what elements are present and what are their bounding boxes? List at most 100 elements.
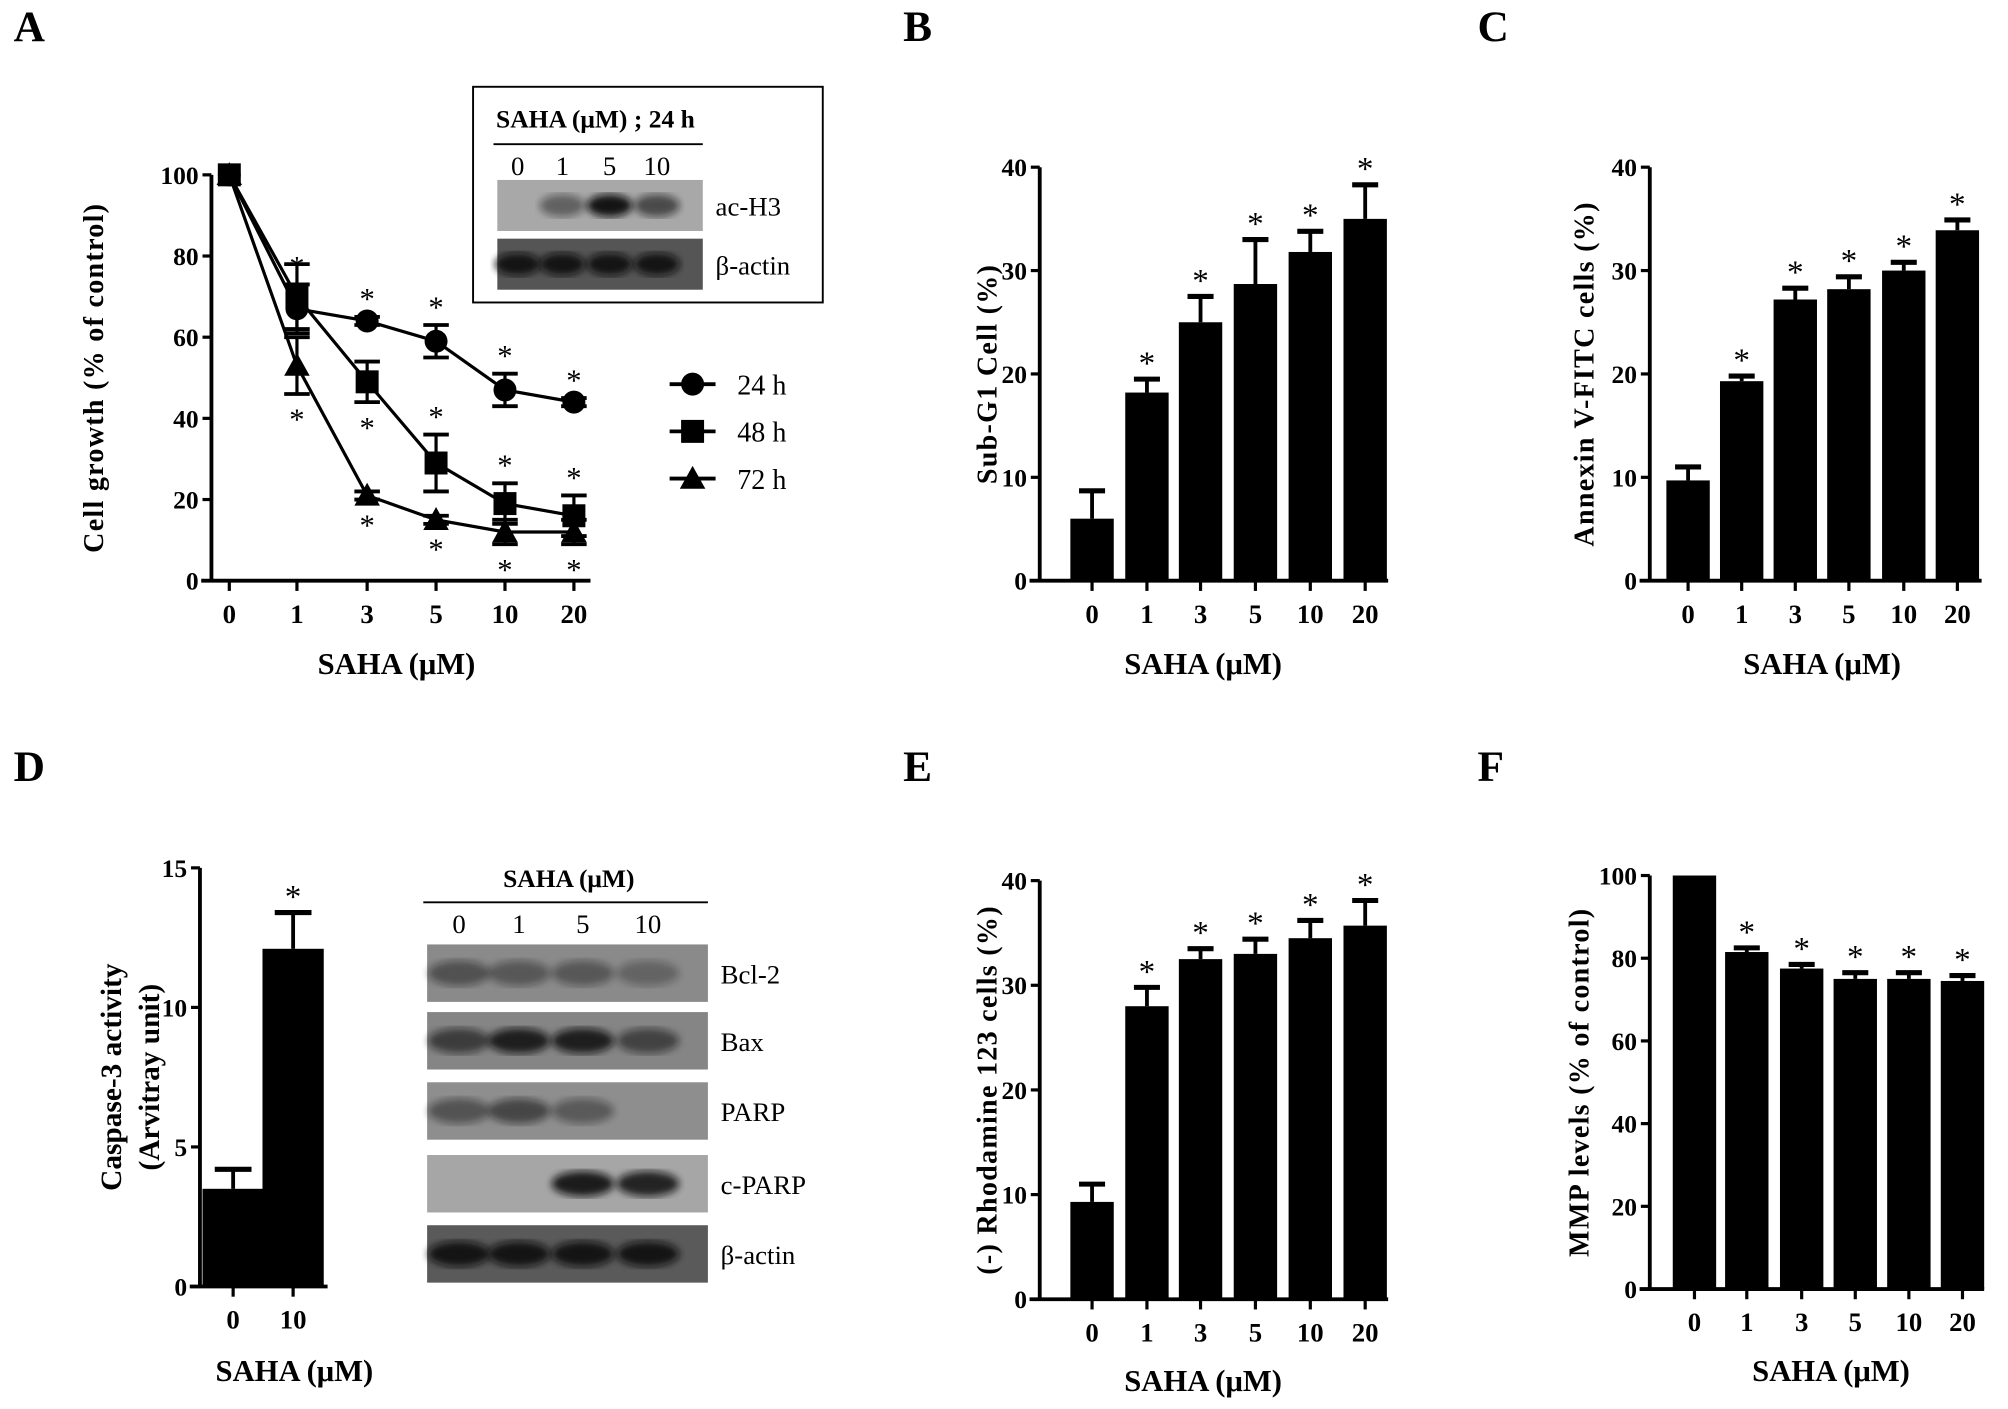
y-tick-label-f: 40 <box>1612 1110 1638 1139</box>
bar-b <box>1343 218 1387 581</box>
blot-band-d <box>551 1028 615 1054</box>
y-tick-label-e: 10 <box>1001 1181 1027 1210</box>
data-point-24h <box>424 329 448 353</box>
bar-f <box>1725 952 1769 1290</box>
significance-star-e: * <box>1192 915 1209 952</box>
x-tick-label-e: 3 <box>1194 1317 1207 1347</box>
x-tick-label-d: 10 <box>280 1305 307 1335</box>
significance-star-24h: * <box>428 290 443 324</box>
y-tick-label-a: 0 <box>186 567 199 596</box>
blot-row-label-d: Bax <box>721 1027 765 1057</box>
significance-star-d: * <box>285 878 302 915</box>
blot-row-label-d: β-actin <box>721 1240 796 1270</box>
y-axis-title-d: (Arvitray unit) <box>134 984 166 1171</box>
y-tick-label-b: 0 <box>1014 567 1027 596</box>
data-point-72h <box>423 507 449 531</box>
blot-band-d <box>487 1241 551 1267</box>
bar-b <box>1233 284 1278 581</box>
y-tick-label-c: 30 <box>1612 257 1638 286</box>
y-tick-label-f: 80 <box>1612 944 1638 973</box>
x-tick-label-c: 1 <box>1735 599 1748 629</box>
x-tick-label-c: 0 <box>1681 599 1694 629</box>
blot-lane-label-d: 10 <box>635 909 662 939</box>
bar-b <box>1288 251 1333 581</box>
x-tick-label-e: 10 <box>1297 1317 1324 1347</box>
x-axis-title-c: SAHA (μM) <box>1743 647 1901 681</box>
y-tick-label-a: 100 <box>160 161 198 190</box>
significance-star-24h: * <box>359 282 374 316</box>
y-tick-label-c: 10 <box>1612 463 1638 492</box>
significance-star-e: * <box>1357 866 1374 903</box>
y-tick-label-b: 10 <box>1001 463 1027 492</box>
bar-f <box>1833 978 1877 1290</box>
panel-label-c: C <box>1477 3 1508 51</box>
bar-e <box>1233 953 1278 1300</box>
x-tick-label-f: 3 <box>1795 1307 1808 1337</box>
data-point-72h <box>492 519 518 543</box>
x-axis-title-b: SAHA (μM) <box>1124 647 1282 681</box>
bar-d <box>202 1188 264 1287</box>
y-tick-label-f: 0 <box>1624 1275 1637 1304</box>
bar-c <box>1719 381 1764 581</box>
x-tick-label-a: 3 <box>360 599 373 629</box>
y-tick-label-a: 80 <box>173 242 199 271</box>
blot-band-d <box>427 1098 491 1124</box>
bar-c <box>1666 480 1710 581</box>
y-tick-label-e: 40 <box>1001 867 1027 896</box>
significance-star-e: * <box>1139 953 1156 990</box>
y-axis-title-f: MMP levels (% of control) <box>1565 908 1596 1257</box>
bar-d <box>262 948 324 1287</box>
significance-star-c: * <box>1841 243 1858 280</box>
significance-star-b: * <box>1247 205 1264 242</box>
y-axis-title-b: Sub-G1 Cell (%) <box>972 264 1003 484</box>
bar-f <box>1940 980 1985 1290</box>
bar-e <box>1343 925 1387 1300</box>
blot-title-a: SAHA (μM) ; 24 h <box>496 105 695 134</box>
x-tick-label-b: 5 <box>1249 599 1262 629</box>
y-tick-label-e: 30 <box>1001 971 1027 1000</box>
inset-blot-frame <box>472 85 824 304</box>
blot-band-a <box>586 194 633 217</box>
bar-e <box>1070 1201 1114 1300</box>
data-point-24h <box>355 309 379 333</box>
significance-star-b: * <box>1357 151 1374 188</box>
x-tick-label-e: 0 <box>1085 1317 1098 1347</box>
bar-c <box>1935 230 1980 581</box>
x-tick-label-f: 10 <box>1895 1307 1922 1337</box>
panel-label-f: F <box>1477 743 1504 791</box>
data-point-24h <box>493 378 517 402</box>
blot-band-a <box>539 194 586 217</box>
bar-c <box>1827 289 1871 581</box>
significance-star-24h: * <box>566 363 581 397</box>
bar-c <box>1882 270 1926 581</box>
data-point-48h <box>285 285 309 309</box>
blot-band-d <box>616 1171 680 1197</box>
blot-band-a <box>634 252 680 276</box>
significance-star-c: * <box>1895 228 1912 265</box>
y-tick-label-b: 40 <box>1001 153 1027 182</box>
significance-star-f: * <box>1793 930 1810 967</box>
y-tick-label-c: 20 <box>1612 360 1638 389</box>
data-point-48h <box>493 492 517 516</box>
data-point-48h <box>355 370 379 394</box>
data-point-72h <box>561 519 587 543</box>
x-tick-label-c: 3 <box>1789 599 1802 629</box>
x-tick-label-a: 10 <box>492 599 519 629</box>
blot-band-a <box>494 252 541 276</box>
x-axis-title-a: SAHA (μM) <box>318 647 476 681</box>
significance-star-72h: * <box>497 553 512 587</box>
bar-f <box>1887 978 1931 1290</box>
bar-f <box>1779 968 1824 1290</box>
legend-label-24h: 24 h <box>737 370 786 401</box>
legend-marker-48h <box>681 419 705 443</box>
significance-star-c: * <box>1787 254 1804 291</box>
significance-star-b: * <box>1302 197 1319 234</box>
y-tick-label-e: 20 <box>1001 1076 1027 1105</box>
significance-star-72h: * <box>359 508 374 542</box>
data-point-24h <box>562 390 586 414</box>
data-point-72h <box>284 352 310 376</box>
bar-e <box>1178 959 1223 1300</box>
blot-band-a <box>539 252 586 276</box>
y-tick-label-a: 20 <box>173 485 199 514</box>
x-tick-label-f: 20 <box>1949 1307 1976 1337</box>
